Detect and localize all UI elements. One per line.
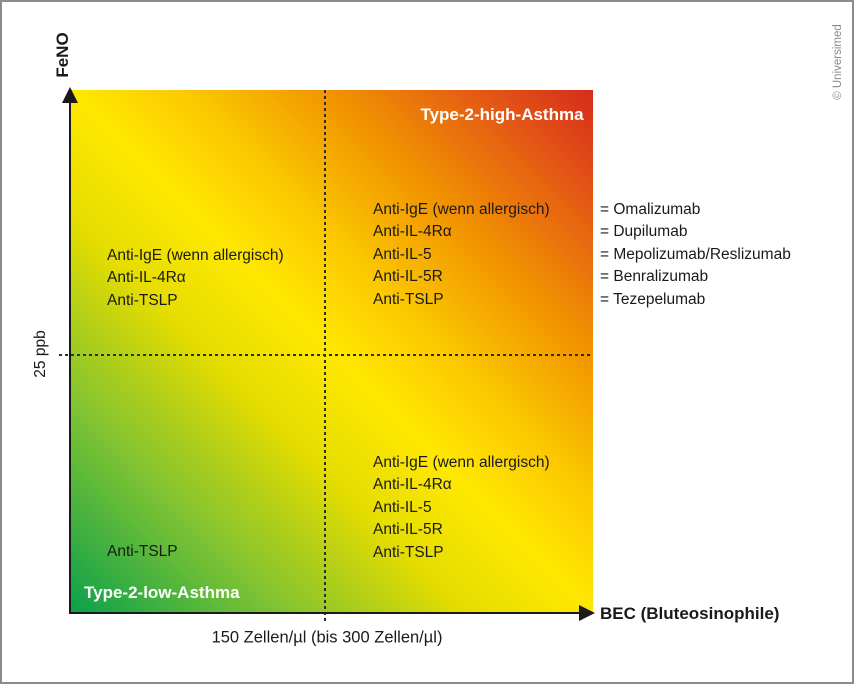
therapy-item: Anti-TSLP (373, 543, 444, 561)
therapy-item: Anti-IL-5R (373, 268, 443, 286)
therapy-item: Anti-IgE (wenn allergisch) (373, 201, 550, 218)
therapy-item: Anti-IgE (wenn allergisch) (107, 247, 284, 264)
therapy-item: Anti-IgE (wenn allergisch) (373, 454, 550, 471)
bec-threshold-dashed-line (324, 90, 326, 623)
therapy-item: Anti-IL-5 (373, 245, 432, 263)
therapy-item: Anti-IL-4Rα (107, 269, 186, 287)
therapy-item: Anti-IL-4Rα (373, 476, 452, 494)
quadrant-title-type2-low: Type-2-low-Asthma (84, 583, 240, 602)
legend-item: = Benralizumab (600, 268, 709, 286)
legend-item: = Tezepelumab (600, 290, 706, 308)
x-axis-arrow-icon (579, 605, 595, 621)
y-axis-arrow-icon (62, 87, 78, 103)
upper-left-therapy-list: Anti-IgE (wenn allergisch) Anti-IL-4Rα A… (107, 245, 284, 312)
credit-text: © Universimed (832, 24, 844, 100)
y-axis-line (69, 99, 71, 614)
x-axis-threshold-tick: 150 Zellen/µl (bis 300 Zellen/µl) (211, 628, 443, 647)
therapy-item: Anti-TSLP (107, 291, 178, 309)
therapy-item: Anti-IL-5 (373, 498, 432, 516)
legend-item: = Omalizumab (600, 201, 701, 218)
x-axis-line (70, 612, 581, 614)
x-axis-label: BEC (Bluteosinophile) (600, 604, 780, 623)
lower-right-therapy-list: Anti-IgE (wenn allergisch) Anti-IL-4Rα A… (373, 452, 550, 564)
legend-item: = Mepolizumab/Reslizumab (600, 245, 791, 263)
legend-item: = Dupilumab (600, 223, 688, 241)
biologic-name-legend: = Omalizumab = Dupilumab = Mepolizumab/R… (600, 199, 791, 311)
therapy-item: Anti-TSLP (107, 543, 178, 560)
feno-threshold-dashed-line (59, 354, 593, 356)
therapy-item: Anti-IL-4Rα (373, 223, 452, 241)
gradient-quadrant-field (70, 90, 593, 613)
quadrant-title-type2-high: Type-2-high-Asthma (420, 105, 584, 124)
upper-right-therapy-list: Anti-IgE (wenn allergisch) Anti-IL-4Rα A… (373, 199, 550, 311)
y-axis-label: FeNO (53, 32, 72, 78)
y-axis-threshold-tick: 25 ppb (32, 330, 49, 378)
therapy-item: Anti-IL-5R (373, 521, 443, 539)
therapy-item: Anti-TSLP (373, 290, 444, 308)
lower-left-therapy-list: Anti-TSLP (107, 541, 178, 563)
